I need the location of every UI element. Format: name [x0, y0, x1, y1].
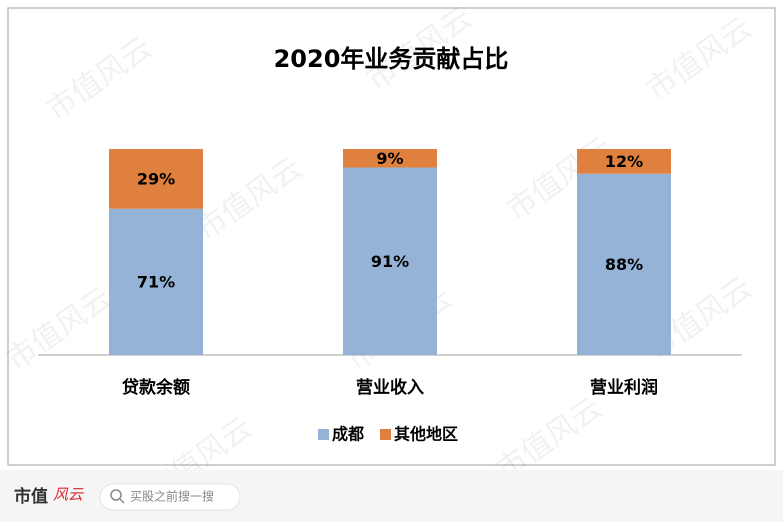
x-tick-label: 贷款余额 [122, 377, 190, 398]
bar-segment [109, 208, 203, 355]
x-tick-label: 营业利润 [590, 377, 658, 398]
search-placeholder: 买股之前搜一搜 [130, 489, 214, 504]
search-icon [110, 489, 122, 501]
data-label: 12% [605, 152, 643, 171]
chart-title: 2020年业务贡献占比 [274, 45, 509, 73]
data-label: 29% [137, 169, 175, 188]
footer-logo-script: 风云 [53, 486, 84, 504]
data-label: 91% [371, 252, 409, 271]
bar-segment [343, 167, 437, 355]
legend-label: 成都 [332, 425, 364, 444]
data-label: 71% [137, 272, 175, 291]
bar-segment [577, 173, 671, 355]
data-label: 88% [605, 255, 643, 274]
search-box[interactable] [99, 483, 241, 511]
bar-segment [577, 149, 671, 174]
legend-swatch [318, 429, 329, 440]
data-label: 9% [376, 149, 403, 168]
legend-swatch [380, 429, 392, 440]
bar-segment [109, 149, 203, 209]
bar-segment [343, 149, 437, 168]
x-tick-label: 营业收入 [356, 377, 424, 398]
footer-logo: 市值 [14, 486, 48, 507]
search-icon [119, 498, 125, 504]
legend-label: 其他地区 [394, 425, 458, 444]
